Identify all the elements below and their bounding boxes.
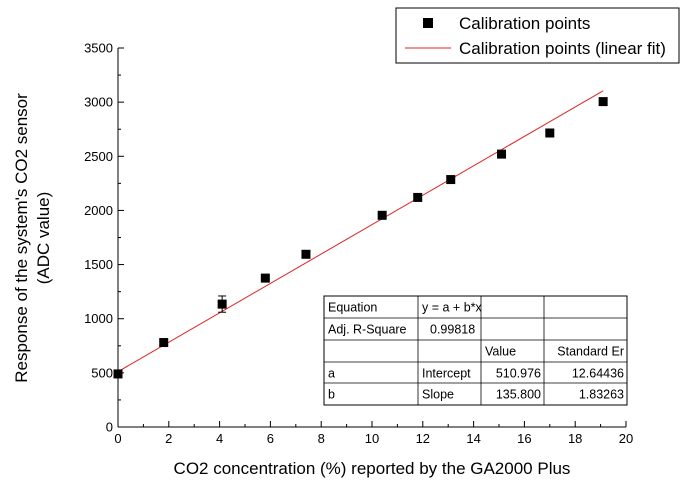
x-tick-label: 6: [267, 431, 274, 446]
data-point: [446, 175, 456, 185]
y-tick-label: 1000: [84, 311, 113, 326]
data-point: [159, 338, 169, 348]
x-ticks: 0 2 4 6 8 10 12 14 16 18 20: [114, 421, 633, 446]
x-tick-label: 12: [416, 431, 430, 446]
x-axis-title: CO2 concentration (%) reported by the GA…: [174, 459, 571, 478]
fit-table-cell: b: [328, 388, 335, 402]
fit-line: [117, 90, 604, 373]
y-axis-title-line2: (ADC value): [34, 192, 53, 285]
fit-table-cell: 510.976: [496, 367, 541, 381]
fit-table-cell: 12.64436: [572, 367, 624, 381]
fit-line-layer: [117, 90, 604, 373]
fit-table-cell: 1.83263: [579, 388, 624, 402]
x-tick-label: 16: [517, 431, 531, 446]
data-point: [545, 128, 555, 138]
x-tick-label: 4: [216, 431, 223, 446]
legend-marker-square: [423, 18, 433, 28]
fit-table-cell: Standard Er: [557, 345, 624, 359]
data-point: [413, 192, 423, 202]
data-point: [113, 369, 123, 379]
x-tick-label: 10: [365, 431, 379, 446]
x-tick-label: 2: [165, 431, 172, 446]
y-tick-label: 3000: [84, 95, 113, 110]
y-ticks: 0 500 1000 1500 2000 2500 3000 3500: [84, 41, 124, 435]
fit-table-cell: 0.99818: [430, 323, 475, 337]
fit-table-cell: 135.800: [496, 388, 541, 402]
fit-table-cell: Equation: [328, 301, 377, 315]
y-tick-label: 2500: [84, 149, 113, 164]
y-tick-label: 500: [91, 365, 113, 380]
fit-table-cell: y = a + b*x: [422, 301, 483, 315]
points-layer: [113, 97, 608, 379]
x-tick-label: 14: [466, 431, 480, 446]
legend-label-points: Calibration points: [459, 14, 590, 33]
data-point: [497, 149, 507, 159]
fit-table-cell: Intercept: [422, 367, 471, 381]
data-point: [217, 299, 227, 309]
legend-label-fit: Calibration points (linear fit): [459, 39, 666, 58]
y-tick-label: 3500: [84, 41, 113, 56]
fit-table-cell: Adj. R-Square: [328, 323, 407, 337]
data-point: [260, 273, 270, 283]
fit-table: Equation y = a + b*x Adj. R-Square 0.99818 V…: [323, 295, 628, 406]
x-tick-label: 8: [318, 431, 325, 446]
y-tick-label: 1500: [84, 257, 113, 272]
x-tick-label: 0: [114, 431, 121, 446]
legend-box: [395, 7, 680, 64]
x-tick-label: 18: [568, 431, 582, 446]
data-point: [377, 210, 387, 220]
y-axis-title: Response of the system's CO2 sensor (ADC…: [12, 93, 53, 383]
fit-table-cell: Value: [485, 345, 516, 359]
data-point: [598, 97, 608, 107]
x-tick-label: 20: [619, 431, 633, 446]
legend: Calibration points Calibration points (l…: [395, 7, 680, 64]
y-tick-label: 2000: [84, 203, 113, 218]
data-point: [301, 249, 311, 259]
fit-table-cell: Slope: [422, 388, 454, 402]
fit-table-cell: a: [328, 367, 335, 381]
y-tick-label: 0: [106, 420, 113, 435]
y-axis-title-line1: Response of the system's CO2 sensor: [12, 93, 31, 383]
fit-table-frame: [323, 295, 628, 406]
